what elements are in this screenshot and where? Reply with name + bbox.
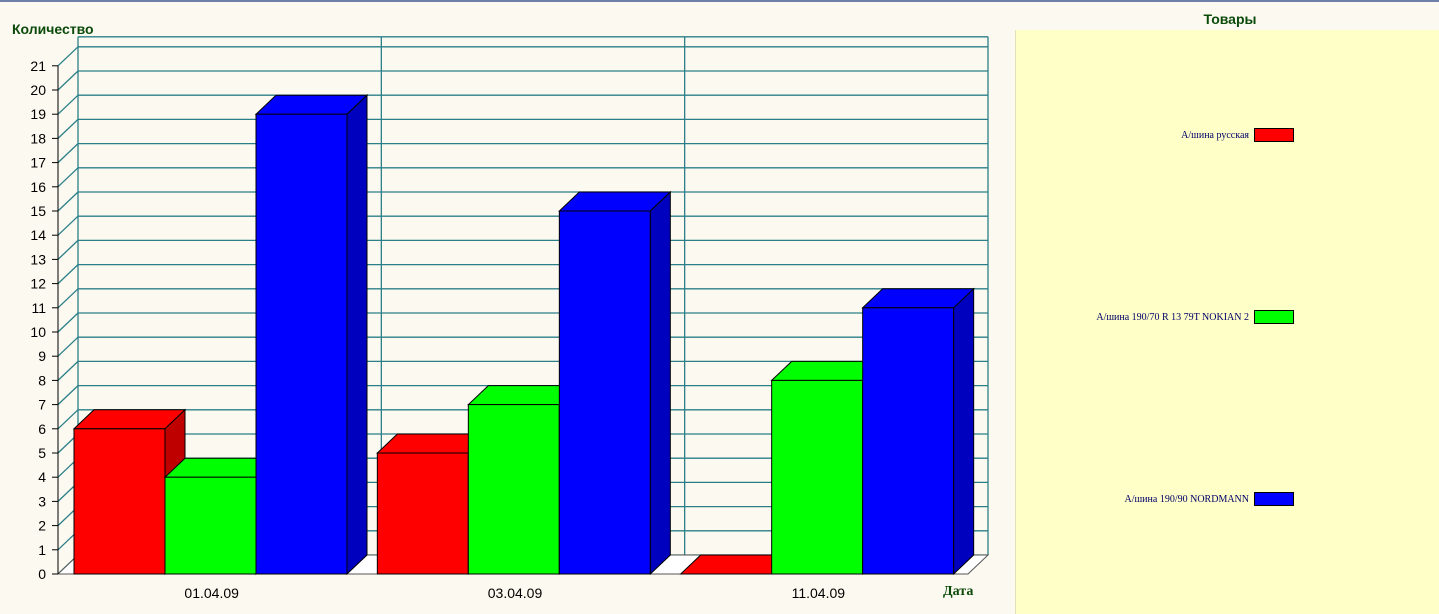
- y-tick-label: 2: [38, 518, 46, 534]
- y-tick-label: 5: [38, 445, 46, 461]
- gridline-side: [57, 191, 79, 212]
- legend-label: А/шина 190/90 NORDMANN: [1124, 493, 1249, 505]
- gridline-side: [57, 264, 79, 285]
- gridline-side: [57, 118, 79, 139]
- legend-swatch-red: [1254, 128, 1294, 142]
- y-tick-label: 19: [30, 106, 46, 122]
- x-axis-title: Дата: [943, 584, 973, 599]
- bar-chart: 012345678910111213141516171819202101.04.…: [12, 21, 990, 601]
- y-tick-label: 4: [38, 469, 46, 485]
- y-tick-label: 17: [30, 155, 46, 171]
- gridline-side: [57, 288, 79, 309]
- legend-label: А/шина 190/70 R 13 79T NOKIAN 2: [1096, 311, 1249, 323]
- y-tick-label: 14: [30, 227, 46, 243]
- bar-front-face: [862, 307, 955, 575]
- y-tick-label: 0: [38, 566, 46, 582]
- y-tick-label: 3: [38, 493, 46, 509]
- legend-label: А/шина русская: [1181, 129, 1249, 141]
- y-tick-label: 6: [38, 421, 46, 437]
- y-tick-label: 11: [31, 300, 46, 316]
- y-axis-title: Количество: [12, 21, 94, 37]
- legend-item-series-1: А/шина 190/70 R 13 79T NOKIAN 2: [1096, 310, 1294, 324]
- top-border-line: [0, 0, 1439, 2]
- gridline-side: [57, 336, 79, 357]
- y-tick-label: 10: [30, 324, 46, 340]
- bar: [558, 190, 672, 576]
- y-tick-label: 7: [38, 397, 46, 413]
- y-tick-label: 13: [30, 251, 46, 267]
- bar-front-face: [558, 210, 651, 575]
- legend-swatch-blue: [1254, 492, 1294, 506]
- bar-front-face: [164, 476, 257, 575]
- bar-front-face: [376, 452, 469, 575]
- y-tick-label: 20: [30, 82, 46, 98]
- gridline-side: [57, 143, 79, 164]
- gridline-side: [57, 94, 79, 115]
- bar-side-face: [649, 190, 671, 576]
- legend-swatch-green: [1254, 310, 1294, 324]
- bar: [254, 94, 369, 576]
- x-tick-label: 03.04.09: [488, 585, 543, 601]
- gridline-side: [57, 409, 79, 430]
- gridline-side: [57, 360, 79, 381]
- bars-layer: [72, 94, 975, 576]
- gridline-side: [57, 385, 79, 406]
- y-tick-label: 12: [30, 276, 46, 292]
- y-tick-label: 8: [38, 372, 46, 388]
- legend-title: Товары: [1203, 11, 1257, 27]
- bar-front-face: [771, 379, 864, 575]
- y-tick-label: 18: [30, 130, 46, 146]
- y-tick-label: 1: [38, 542, 46, 558]
- legend: А/шина русская А/шина 190/70 R 13 79T NO…: [1015, 30, 1439, 614]
- bar-front-face: [73, 428, 166, 575]
- x-tick-label: 01.04.09: [184, 585, 239, 601]
- bar: [861, 287, 975, 576]
- y-tick-label: 21: [30, 58, 46, 74]
- gridline-side: [57, 215, 79, 236]
- y-tick-label: 9: [38, 348, 46, 364]
- gridline-side: [57, 70, 79, 91]
- bar-side-face: [953, 287, 975, 576]
- bar-side-face: [346, 94, 368, 576]
- axis-layer: [52, 65, 59, 575]
- y-tick-label: 16: [30, 179, 46, 195]
- gridline-side: [57, 312, 79, 333]
- bar-front-face: [255, 113, 348, 575]
- labels-layer: 012345678910111213141516171819202101.04.…: [30, 58, 845, 601]
- y-tick-label: 15: [30, 203, 46, 219]
- bar-front-face: [467, 404, 560, 575]
- legend-item-series-0: А/шина русская: [1181, 128, 1294, 142]
- gridline-side: [57, 239, 79, 260]
- legend-item-series-2: А/шина 190/90 NORDMANN: [1124, 492, 1294, 506]
- gridline-side: [57, 167, 79, 188]
- x-tick-label: 11.04.09: [792, 585, 846, 601]
- gridline-side: [57, 46, 79, 67]
